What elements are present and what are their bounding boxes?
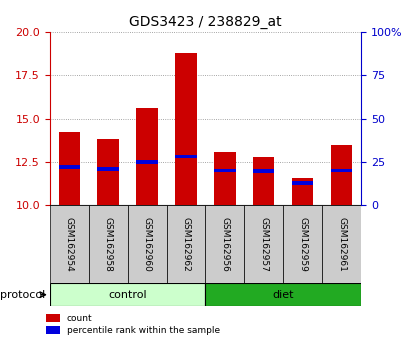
Text: control: control: [108, 290, 147, 300]
Bar: [283, 205, 322, 283]
Bar: [244, 205, 283, 283]
Text: GSM162960: GSM162960: [143, 217, 151, 272]
Text: GSM162957: GSM162957: [259, 217, 268, 272]
Bar: [322, 205, 361, 283]
Text: diet: diet: [273, 290, 294, 300]
Text: GSM162961: GSM162961: [337, 217, 346, 272]
Bar: [59, 132, 80, 205]
Bar: [205, 205, 244, 283]
Bar: [50, 283, 205, 306]
Bar: [205, 283, 361, 306]
Bar: [89, 205, 128, 283]
Text: GSM162959: GSM162959: [298, 217, 307, 272]
Text: GSM162958: GSM162958: [104, 217, 112, 272]
Bar: [214, 169, 236, 172]
Text: GSM162954: GSM162954: [65, 217, 74, 272]
Legend: count, percentile rank within the sample: count, percentile rank within the sample: [46, 314, 220, 335]
Bar: [137, 160, 158, 164]
Bar: [331, 169, 352, 172]
Bar: [50, 205, 89, 283]
Text: protocol: protocol: [0, 290, 46, 300]
Bar: [166, 205, 205, 283]
Bar: [292, 178, 313, 205]
Bar: [331, 144, 352, 205]
Text: GSM162956: GSM162956: [220, 217, 229, 272]
Title: GDS3423 / 238829_at: GDS3423 / 238829_at: [129, 16, 282, 29]
Text: GSM162962: GSM162962: [181, 217, 190, 272]
Bar: [128, 205, 166, 283]
Bar: [292, 181, 313, 184]
Bar: [175, 155, 197, 159]
Bar: [98, 167, 119, 171]
Bar: [253, 157, 274, 205]
Bar: [175, 53, 197, 205]
Bar: [253, 170, 274, 173]
Bar: [214, 152, 236, 205]
Bar: [98, 139, 119, 205]
Bar: [137, 108, 158, 205]
Bar: [59, 165, 80, 169]
